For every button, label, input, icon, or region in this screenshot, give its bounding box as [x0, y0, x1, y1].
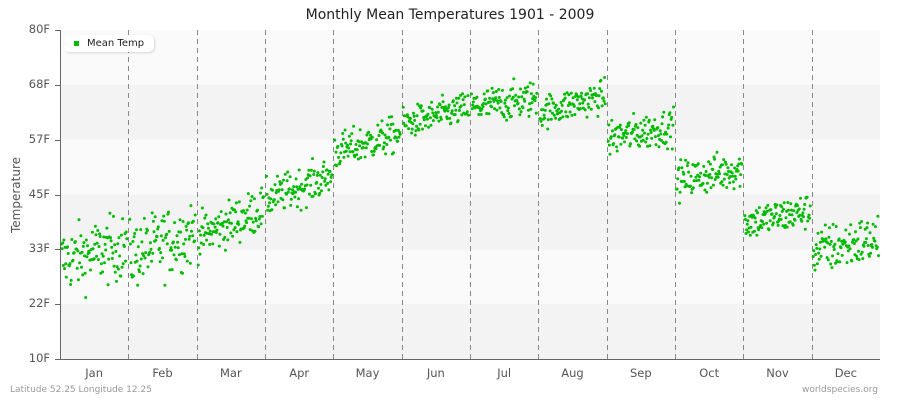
legend-swatch-icon — [74, 41, 79, 46]
x-tick-label: Sep — [629, 366, 652, 380]
month-separators — [128, 30, 813, 359]
source-credit[interactable]: worldspecies.org — [801, 385, 878, 395]
x-tick-label: Nov — [766, 366, 789, 380]
data-points — [60, 76, 880, 299]
y-tick-mark — [55, 30, 60, 31]
y-tick-mark — [55, 304, 60, 305]
y-tick-label: 57F — [28, 131, 50, 146]
chart-title: Monthly Mean Temperatures 1901 - 2009 — [305, 7, 595, 23]
x-tick-label: Aug — [561, 366, 584, 380]
y-tick-label: 10F — [28, 351, 50, 365]
x-tick-label: Dec — [834, 366, 857, 380]
y-tick-label: 33F — [28, 241, 50, 256]
x-tick-label: Mar — [219, 366, 242, 380]
x-tick-label: Jun — [426, 366, 445, 380]
x-tick-label: Apr — [289, 366, 310, 380]
x-tick-label: Oct — [699, 366, 720, 380]
y-axis-label: Temperature — [9, 156, 23, 234]
y-axis-line — [60, 30, 61, 360]
x-axis-line — [60, 359, 880, 360]
y-tick-mark — [55, 85, 60, 86]
y-tick-mark — [55, 249, 60, 250]
y-tick-label: 80F — [28, 22, 50, 36]
y-tick-mark — [55, 359, 60, 360]
location-caption: Latitude 52.25 Longitude 12.25 — [10, 385, 152, 395]
x-tick-label: Feb — [152, 366, 173, 380]
y-tick-label: 45F — [28, 186, 50, 201]
legend-label: Mean Temp — [87, 38, 145, 49]
x-tick-label: Jan — [85, 366, 104, 380]
y-tick-label: 22F — [28, 296, 50, 310]
legend[interactable]: Mean Temp — [64, 35, 155, 52]
x-tick-label: May — [355, 366, 380, 380]
x-tick-label: Jul — [497, 366, 512, 380]
y-tick-mark — [55, 140, 60, 141]
y-tick-label: 68F — [28, 76, 50, 91]
y-tick-mark — [55, 195, 60, 196]
